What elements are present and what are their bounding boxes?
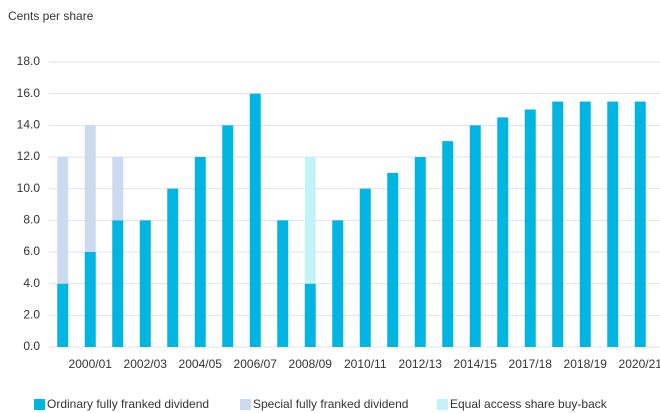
bar-segment	[332, 220, 344, 347]
legend-swatch	[34, 399, 45, 410]
legend-swatch	[240, 399, 251, 410]
bar-segment	[634, 101, 646, 347]
x-tick-label: 2014/15	[454, 357, 498, 371]
legend-label: Equal access share buy-back	[450, 397, 608, 411]
bar-segment	[249, 93, 261, 348]
x-tick-label: 2006/07	[234, 357, 278, 371]
bar-segment	[194, 157, 206, 347]
bar-segment	[112, 157, 124, 221]
bar-segment	[524, 109, 536, 347]
bar-segment	[139, 220, 151, 347]
bar-segment	[304, 283, 316, 347]
x-tick-label: 2004/05	[179, 357, 223, 371]
y-tick-label: 14.0	[17, 118, 41, 132]
y-axis-label: Cents per share	[8, 9, 94, 23]
bar-segment	[497, 117, 509, 348]
x-tick-label: 2018/19	[564, 357, 608, 371]
bar-segment	[469, 125, 481, 347]
bar-segment	[277, 220, 289, 347]
bar-segment	[57, 283, 69, 347]
y-tick-label: 0.0	[23, 339, 40, 353]
bar-segment	[579, 101, 591, 347]
bar-segment	[84, 252, 96, 347]
x-tick-label: 2008/09	[289, 357, 333, 371]
y-tick-label: 10.0	[17, 181, 41, 195]
bar-segment	[387, 172, 399, 347]
bar-segment	[222, 125, 234, 347]
bar-segment	[359, 188, 371, 347]
bar-segment	[57, 157, 69, 284]
y-tick-label: 4.0	[23, 276, 40, 290]
x-tick-label: 2017/18	[509, 357, 553, 371]
x-tick-label: 2012/13	[399, 357, 443, 371]
y-tick-label: 16.0	[17, 86, 41, 100]
bar-segment	[442, 141, 454, 347]
legend-swatch	[437, 399, 448, 410]
legend-label: Special fully franked dividend	[253, 397, 408, 411]
x-tick-label: 2000/01	[69, 357, 113, 371]
y-tick-label: 12.0	[17, 149, 41, 163]
legend-label: Ordinary fully franked dividend	[47, 397, 209, 411]
bar-segment	[607, 101, 619, 347]
y-tick-label: 8.0	[23, 213, 40, 227]
x-tick-label: 2020/21	[619, 357, 660, 371]
x-tick-label: 2002/03	[124, 357, 168, 371]
y-tick-label: 18.0	[17, 54, 41, 68]
bar-segment	[84, 125, 96, 252]
bar-segment	[112, 220, 124, 347]
bar-segment	[304, 157, 316, 284]
x-tick-label: 2010/11	[344, 357, 387, 371]
bar-segment	[167, 188, 179, 347]
bar-segment	[414, 157, 426, 347]
bar-segment	[552, 101, 564, 347]
y-tick-label: 6.0	[23, 244, 40, 258]
y-tick-label: 2.0	[23, 308, 40, 322]
